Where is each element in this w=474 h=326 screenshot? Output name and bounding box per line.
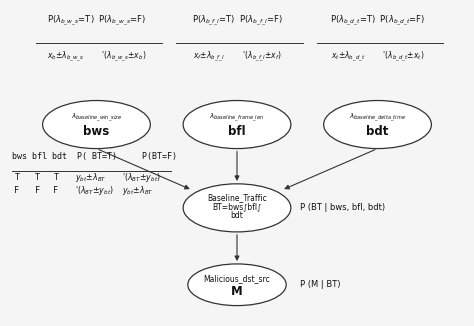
Text: Malicious_dst_src: Malicious_dst_src [204, 274, 270, 283]
Text: T: T [54, 173, 58, 182]
Text: F: F [54, 186, 58, 195]
Text: BT=bws∫bfl∫: BT=bws∫bfl∫ [212, 202, 262, 211]
Text: '($\lambda_{BT}$$\pm$$y_{bt}$): '($\lambda_{BT}$$\pm$$y_{bt}$) [122, 171, 161, 184]
Text: $x_b$$\pm$$\lambda_{b\_w\_s}$        '($\lambda_{b\_w\_s}$$\pm$$x_b$): $x_b$$\pm$$\lambda_{b\_w\_s}$ '($\lambda… [47, 49, 146, 64]
Text: bws: bws [83, 125, 109, 138]
Text: P($\lambda_{b\_d\_t}$=T)  P($\lambda_{b\_d\_t}$=F): P($\lambda_{b\_d\_t}$=T) P($\lambda_{b\_… [330, 14, 425, 28]
Text: $y_{bt}$$\pm$$\lambda_{BT}$: $y_{bt}$$\pm$$\lambda_{BT}$ [122, 184, 154, 197]
Text: Baseline_Traffic: Baseline_Traffic [207, 193, 267, 202]
Text: P($\lambda_{b\_w\_s}$=T)  P($\lambda_{b\_w\_s}$=F): P($\lambda_{b\_w\_s}$=T) P($\lambda_{b\_… [47, 14, 146, 28]
Text: $x_f$$\pm$$\lambda_{b\_f\_l}$        '($\lambda_{b\_f\_l}$$\pm$$x_f$): $x_f$$\pm$$\lambda_{b\_f\_l}$ '($\lambda… [192, 49, 282, 64]
Text: P (BT | bws, bfl, bdt): P (BT | bws, bfl, bdt) [300, 203, 385, 212]
Text: M: M [231, 285, 243, 298]
Text: bfl: bfl [228, 125, 246, 138]
Text: F: F [35, 186, 40, 195]
Text: $\lambda_{baseline\_delta\_time}$: $\lambda_{baseline\_delta\_time}$ [349, 111, 406, 124]
Text: '($\lambda_{BT}$$\pm$$y_{bt}$): '($\lambda_{BT}$$\pm$$y_{bt}$) [75, 184, 114, 197]
Ellipse shape [183, 100, 291, 149]
Text: $x_t$$\pm$$\lambda_{b\_d\_t}$        '($\lambda_{b\_d\_t}$$\pm$$x_t$): $x_t$$\pm$$\lambda_{b\_d\_t}$ '($\lambda… [331, 49, 424, 64]
Text: T: T [15, 173, 19, 182]
Text: $\lambda_{baseline\_frame\_len}$: $\lambda_{baseline\_frame\_len}$ [210, 111, 264, 124]
Text: bdt: bdt [230, 211, 244, 220]
Text: F: F [15, 186, 19, 195]
Text: P($\lambda_{b\_f\_l}$=T)  P($\lambda_{b\_f\_l}$=F): P($\lambda_{b\_f\_l}$=T) P($\lambda_{b\_… [191, 14, 283, 28]
Text: T: T [35, 173, 40, 182]
Text: P (M | BT): P (M | BT) [300, 280, 341, 289]
Text: bws bfl bdt  P( BT=T)     P(BT=F): bws bfl bdt P( BT=T) P(BT=F) [12, 152, 177, 161]
Ellipse shape [188, 264, 286, 305]
Text: $y_{bt}$$\pm$$\lambda_{BT}$: $y_{bt}$$\pm$$\lambda_{BT}$ [75, 171, 107, 184]
Ellipse shape [324, 100, 431, 149]
Text: $\lambda_{baseline\_win\_size}$: $\lambda_{baseline\_win\_size}$ [71, 111, 122, 124]
Text: bdt: bdt [366, 125, 389, 138]
Ellipse shape [183, 184, 291, 232]
Ellipse shape [43, 100, 150, 149]
